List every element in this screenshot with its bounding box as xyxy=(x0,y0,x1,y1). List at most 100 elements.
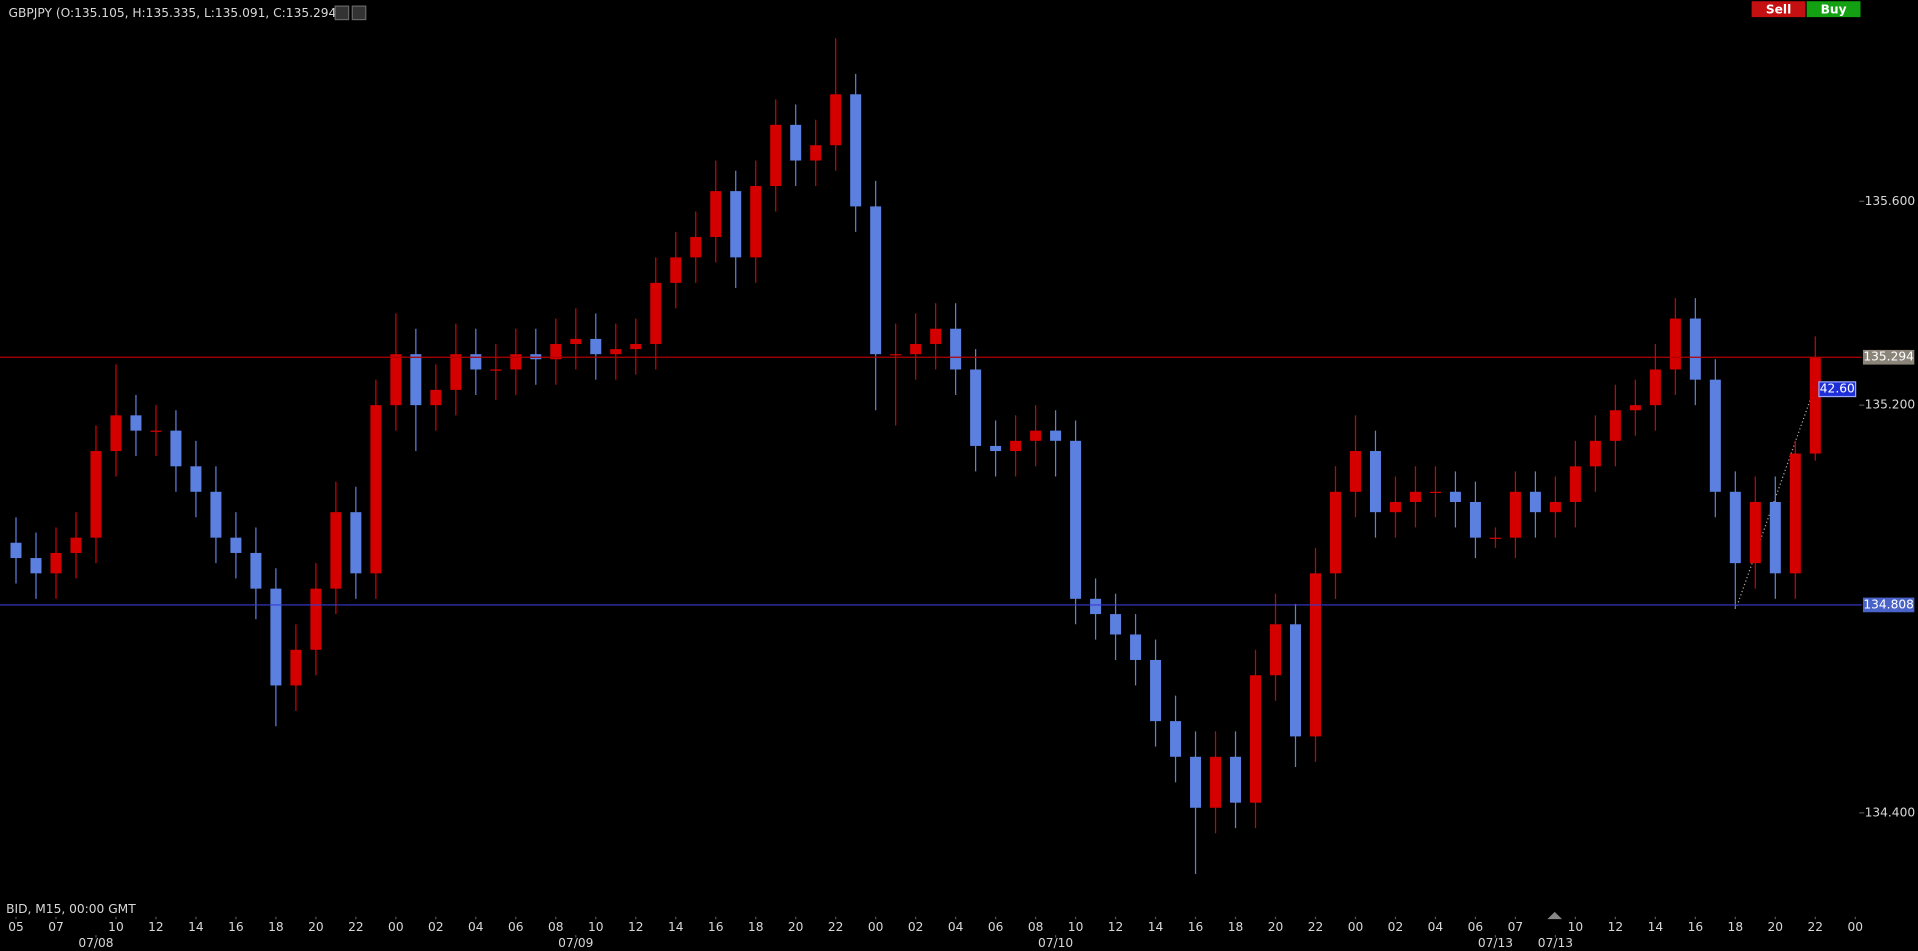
candle-body xyxy=(150,430,162,432)
x-tick-label: 18 xyxy=(1228,920,1244,934)
x-tick-label: 04 xyxy=(468,920,484,934)
candle-body xyxy=(730,191,742,258)
candle-body xyxy=(1749,501,1761,564)
candle-body xyxy=(550,343,562,360)
price-label: 135.294 xyxy=(1863,350,1914,364)
candle-body xyxy=(1629,405,1641,411)
candle-body xyxy=(1030,430,1042,441)
candle-body xyxy=(450,354,462,390)
candle-body xyxy=(1529,491,1541,513)
x-tick-label: 06 xyxy=(988,920,1004,934)
x-tick-label: 08 xyxy=(548,920,564,934)
candle-body xyxy=(290,649,302,686)
settings-icon[interactable] xyxy=(351,5,367,21)
x-tick-label: 16 xyxy=(708,920,724,934)
candle-body xyxy=(1190,756,1202,808)
candle-body xyxy=(1789,453,1801,574)
price-label-box xyxy=(1862,349,1915,365)
x-tick-label: 00 xyxy=(1848,920,1864,934)
candle-body xyxy=(1110,614,1122,635)
x-tick-label: 02 xyxy=(908,920,924,934)
x-tick-label: 04 xyxy=(948,920,964,934)
x-tick-label: 02 xyxy=(428,920,444,934)
candle-body xyxy=(570,338,582,344)
buy-button[interactable] xyxy=(1806,1,1861,18)
date-label: 07/10 xyxy=(1038,936,1073,950)
x-tick-label: 12 xyxy=(1608,920,1624,934)
buy-label[interactable]: Buy xyxy=(1821,2,1847,16)
candle-body xyxy=(1210,756,1222,808)
candle-body xyxy=(890,354,902,356)
x-tick-label: 22 xyxy=(1308,920,1324,934)
date-label: 07/09 xyxy=(558,936,593,950)
candle-body xyxy=(710,191,722,237)
sell-button[interactable] xyxy=(1751,1,1806,18)
x-tick-label: 16 xyxy=(228,920,244,934)
candle-body xyxy=(210,491,222,538)
x-tick-label: 06 xyxy=(508,920,524,934)
candle-body xyxy=(110,415,122,452)
candle-body xyxy=(310,588,322,650)
candle-body xyxy=(750,186,762,258)
candle-body xyxy=(830,94,842,146)
price-label: 134.808 xyxy=(1863,597,1914,611)
x-tick-label: 20 xyxy=(1268,920,1284,934)
x-tick-label: 14 xyxy=(188,920,204,934)
x-tick-label: 04 xyxy=(1428,920,1444,934)
candle-body xyxy=(1649,369,1661,406)
candle-body xyxy=(1349,451,1361,492)
x-tick-label: 12 xyxy=(148,920,164,934)
candle-body xyxy=(1809,357,1821,454)
candle-body xyxy=(870,206,882,355)
y-tick-label: 134.400 xyxy=(1865,805,1916,819)
candle-body xyxy=(250,552,262,589)
candle-body xyxy=(1389,501,1401,513)
x-tick-label: 02 xyxy=(1388,920,1404,934)
candle-body xyxy=(330,512,342,589)
candle-body xyxy=(270,588,282,686)
x-tick-label: 07 xyxy=(48,920,64,934)
candle-body xyxy=(1329,491,1341,574)
date-label: 07/13 xyxy=(1478,936,1513,950)
candle-body xyxy=(1489,537,1501,539)
candle-body xyxy=(1549,501,1561,513)
candle-body xyxy=(850,94,862,207)
candle-body xyxy=(1729,491,1741,564)
candle-body xyxy=(790,124,802,161)
x-tick-label: 22 xyxy=(828,920,844,934)
x-tick-label: 06 xyxy=(1468,920,1484,934)
candle-body xyxy=(1090,598,1102,615)
candle-body xyxy=(50,552,62,574)
x-tick-label: 16 xyxy=(1688,920,1704,934)
candle-body xyxy=(1609,410,1621,441)
footer: BID, M15, 00:00 GMT xyxy=(6,902,136,916)
candle-body xyxy=(1569,466,1581,502)
candle-body xyxy=(1709,379,1721,492)
candle-body xyxy=(1429,491,1441,494)
candle-body xyxy=(810,145,822,161)
x-tick-label: 14 xyxy=(1648,920,1664,934)
candle-body xyxy=(410,354,422,406)
x-tick-label: 00 xyxy=(388,920,404,934)
candle-body xyxy=(670,257,682,283)
sell-label[interactable]: Sell xyxy=(1766,2,1791,16)
x-tick-label: 18 xyxy=(748,920,764,934)
candle-body xyxy=(1409,491,1421,502)
candle-body xyxy=(390,354,402,406)
x-tick-label: 12 xyxy=(1108,920,1124,934)
candle-body xyxy=(1250,675,1262,803)
settings-icon[interactable] xyxy=(334,5,350,21)
candle-body xyxy=(1170,721,1182,757)
candle-body xyxy=(130,415,142,431)
marker xyxy=(1547,911,1563,920)
x-tick-label: 05 xyxy=(8,920,24,934)
x-tick-label: 22 xyxy=(1808,920,1824,934)
candle-body xyxy=(230,537,242,553)
x-tick-label: 10 xyxy=(1068,920,1084,934)
candle-body xyxy=(1369,451,1381,513)
candle-body xyxy=(1230,756,1242,803)
candle-body xyxy=(10,542,22,559)
candle-body xyxy=(1070,440,1082,599)
